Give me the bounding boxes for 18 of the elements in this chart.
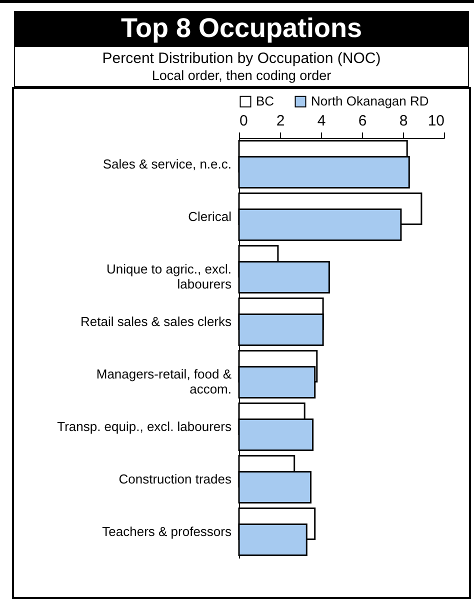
chart-title: Top 8 Occupations	[14, 11, 469, 47]
y-tick-label: Clerical	[188, 208, 232, 224]
chart-subtitle: Percent Distribution by Occupation (NOC) Local order, then coding order	[15, 50, 468, 84]
y-tick-label: Managers-retail, food & accom.	[96, 366, 232, 396]
x-tick-label: 8	[399, 112, 408, 130]
y-tick-label: Retail sales & sales clerks	[80, 314, 232, 329]
x-tick-label: 4	[317, 112, 326, 130]
y-tick-label: Construction trades	[118, 471, 232, 486]
y-tick-label: Sales & service, n.e.c.	[102, 156, 232, 172]
x-tick-label: 10	[428, 112, 444, 130]
x-tick-label: 0	[240, 112, 248, 130]
y-tick-label: Unique to agric., excl. labourers	[106, 261, 232, 292]
y-tick-label: Transp. equip., excl. labourers	[57, 418, 232, 434]
y-tick-label: Teachers & professors	[102, 524, 232, 539]
x-tick-label: 2	[276, 112, 285, 130]
legend-label: BC	[256, 94, 274, 109]
x-tick-label: 6	[358, 112, 367, 130]
legend-label: North Okanagan RD	[311, 94, 429, 109]
